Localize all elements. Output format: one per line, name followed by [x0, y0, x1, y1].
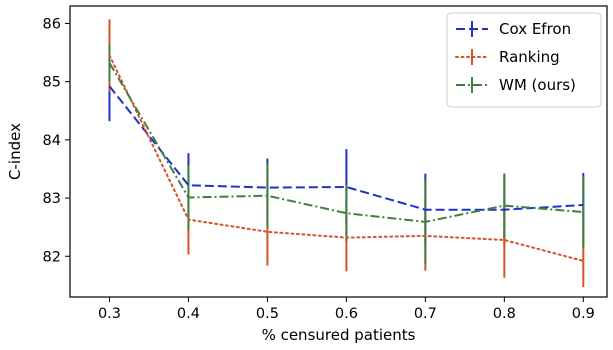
legend-label-ranking: Ranking [499, 48, 560, 66]
x-tick-label: 0.9 [572, 306, 595, 322]
legend-label-wm-ours: WM (ours) [499, 76, 576, 94]
x-tick-label: 0.5 [256, 306, 279, 322]
legend: Cox Efron Ranking WM (ours) [446, 12, 602, 108]
x-tick-label: 0.8 [493, 306, 516, 322]
plot-area-frame [69, 5, 608, 298]
y-axis-label: C-index [6, 123, 24, 180]
series-lines [108, 54, 585, 262]
x-tick-label: 0.4 [177, 306, 200, 322]
x-axis-label: % censured patients [262, 326, 416, 344]
legend-label-cox-efron: Cox Efron [499, 20, 571, 38]
y-axis: 82 83 84 85 86 [43, 16, 70, 265]
x-tick-label: 0.7 [414, 306, 437, 322]
x-tick-label: 0.3 [98, 306, 121, 322]
legend-box [446, 12, 602, 108]
series-line-ranking [108, 54, 585, 262]
series-line-wm-ours [108, 62, 584, 223]
x-axis: 0.3 0.4 0.5 0.6 0.7 0.8 0.9 [98, 297, 595, 322]
x-tick-label: 0.6 [335, 306, 358, 322]
y-tick-label: 85 [43, 75, 61, 91]
y-tick-label: 84 [43, 133, 61, 149]
y-tick-label: 83 [43, 191, 61, 207]
y-tick-label: 86 [43, 16, 61, 32]
series-line-cox-efron [108, 85, 584, 211]
y-tick-label: 82 [43, 249, 61, 265]
